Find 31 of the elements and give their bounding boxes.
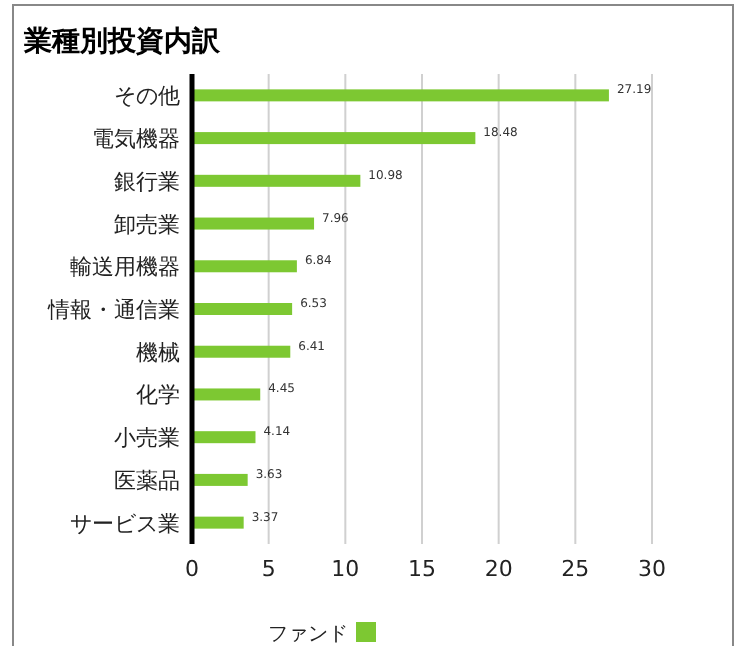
x-tick-label: 15 bbox=[408, 556, 436, 582]
x-tick-label: 5 bbox=[261, 556, 276, 582]
bar bbox=[192, 89, 609, 102]
bar bbox=[192, 473, 248, 486]
y-tick-label: 情報・通信業 bbox=[46, 297, 180, 323]
x-tick-label: 30 bbox=[638, 556, 666, 582]
y-tick-label: 輸送用機器 bbox=[70, 254, 180, 281]
y-tick-label: 小売業 bbox=[114, 425, 180, 452]
x-tick-label: 10 bbox=[331, 556, 360, 582]
bar bbox=[192, 217, 315, 230]
y-tick-label: その他 bbox=[114, 83, 180, 110]
bar bbox=[192, 174, 361, 187]
bar bbox=[192, 303, 293, 315]
bar bbox=[192, 345, 291, 358]
bar bbox=[192, 260, 297, 273]
y-tick-label: サービス業 bbox=[70, 510, 180, 537]
y-tick-label: 卸売業 bbox=[114, 211, 180, 238]
y-tick-label: 銀行業 bbox=[114, 168, 180, 195]
x-tick-label: 0 bbox=[185, 556, 199, 582]
x-tick-label: 20 bbox=[484, 556, 513, 582]
y-tick-label: 医薬品 bbox=[114, 467, 180, 494]
y-tick-label: 電気機器 bbox=[92, 126, 180, 153]
legend-label: ファンド bbox=[268, 624, 348, 646]
bar bbox=[192, 516, 244, 529]
chart-title: 業種別投資内訳 bbox=[22, 26, 222, 58]
bar bbox=[192, 431, 256, 444]
y-tick-label: 化学 bbox=[136, 382, 180, 409]
bar bbox=[192, 388, 261, 401]
x-tick-label: 25 bbox=[561, 556, 590, 582]
bar bbox=[192, 132, 476, 145]
y-tick-label: 機械 bbox=[136, 339, 180, 366]
